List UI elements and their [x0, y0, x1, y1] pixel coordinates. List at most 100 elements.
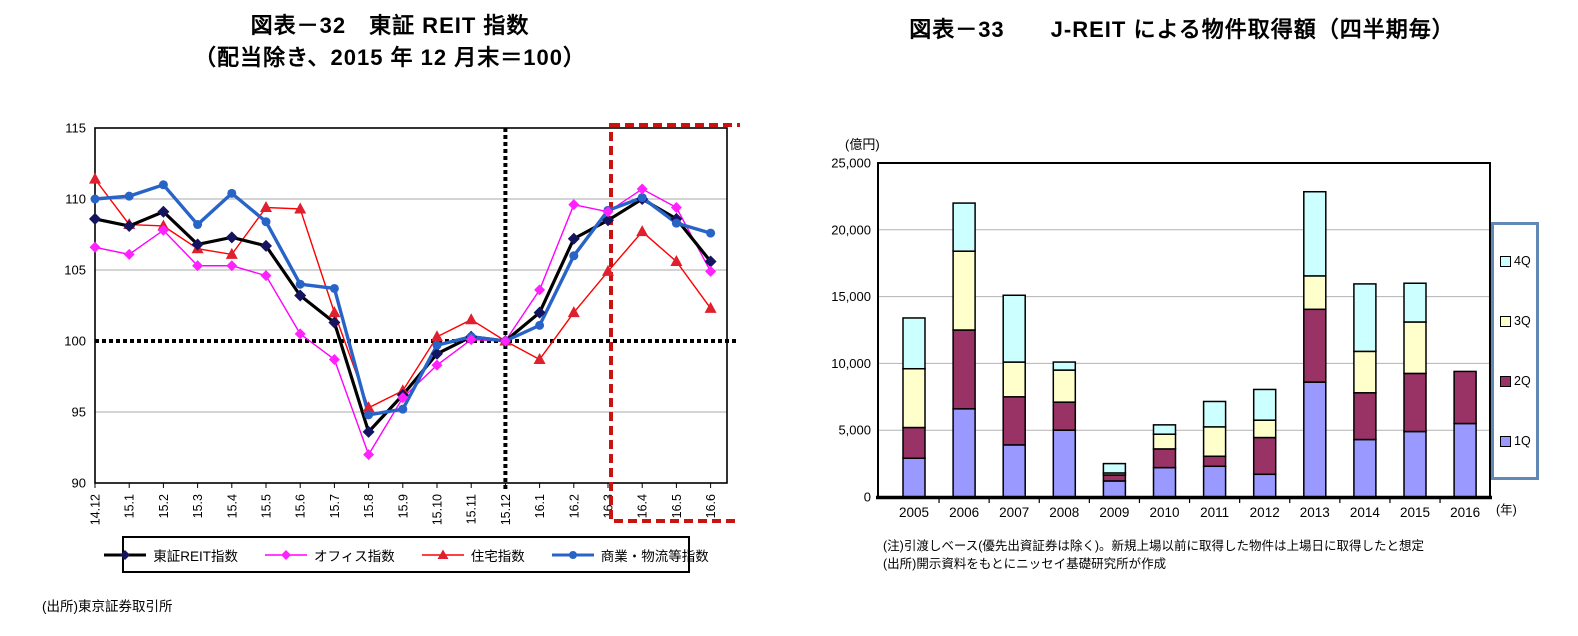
marker-office [636, 183, 648, 195]
marker-residential [602, 264, 614, 276]
legend-glyph-residential [421, 549, 464, 559]
bar-segment-q4-2006 [952, 202, 976, 252]
bar-segment-q4-2008 [1052, 361, 1077, 371]
marker-residential [465, 313, 478, 325]
bar-segment-q2-2014 [1353, 392, 1377, 441]
x-tick-label: 16.5 [670, 494, 684, 518]
figure-33-title: 図表－33 J-REIT による物件取得額（四半期毎） [909, 17, 1455, 42]
x-tick-label-year: 2005 [899, 505, 929, 520]
bar-segment-q2-2011 [1202, 455, 1227, 468]
legend-glyph-commerce-logistics [551, 550, 594, 559]
marker-tse-reit [602, 214, 614, 227]
legend-swatch-q4 [1500, 255, 1511, 267]
bar-segment-q1-2007 [1002, 444, 1026, 498]
marker-residential [362, 401, 375, 413]
x-tick-label-year: 2013 [1300, 505, 1330, 520]
y-tick-label: 115 [65, 121, 86, 136]
bar-segment-q3-2014 [1353, 350, 1377, 394]
tse-reit-index-line-chart: 90 95 100 105 110 115 14.12 15.1 15.2 15.3 15.4 15.… [64, 121, 740, 525]
x-tick-label: 15.3 [191, 494, 205, 518]
bar-segment-q2-2007 [1002, 396, 1026, 446]
marker-office [397, 392, 409, 404]
figure-32-title-line1: 図表－32 東証 REIT 指数 [250, 13, 530, 38]
marker-commerce-logistics [261, 217, 271, 227]
x-tick-label: 16.6 [704, 494, 718, 518]
legend-marker [281, 549, 292, 560]
bar-segment-q2-2015 [1403, 372, 1427, 433]
legend-marker [437, 549, 449, 559]
bar-segment-q1-2014 [1353, 438, 1377, 498]
x-tick-label: 15.11 [465, 494, 479, 524]
marker-office [89, 241, 101, 253]
marker-commerce-logistics [706, 228, 716, 238]
bar-segment-q4-2010 [1152, 424, 1177, 435]
bar-segment-q2-2016 [1453, 370, 1477, 425]
legend-label: 3Q [1514, 314, 1531, 328]
marker-office [157, 224, 169, 236]
x-tick-label-year: 2015 [1400, 505, 1430, 520]
marker-commerce-logistics [432, 340, 442, 350]
legend-item-office: オフィス指数 [264, 545, 395, 565]
figure-33-legend: 4Q 3Q 2Q 1Q [1491, 222, 1539, 480]
x-tick-label-year: 2014 [1350, 505, 1381, 520]
x-tick-label-year: 2009 [1099, 505, 1129, 520]
marker-residential [89, 172, 101, 184]
x-tick-label-year: 2006 [949, 505, 979, 520]
bar-segment-q1-2005 [902, 457, 926, 498]
marker-residential [431, 330, 443, 342]
legend-label: オフィス指数 [314, 548, 395, 564]
bar-segment-q2-2006 [952, 329, 976, 410]
x-tick-label: 16.3 [602, 494, 616, 518]
x-tick-label-year: 2008 [1049, 505, 1079, 520]
y-tick-label: 20,000 [831, 222, 871, 237]
marker-commerce-logistics [90, 194, 100, 204]
marker-office [534, 284, 546, 296]
bar-segment-q4-2011 [1202, 400, 1227, 428]
marker-office [260, 270, 272, 282]
bar-segment-q3-2005 [902, 367, 926, 429]
bar-segment-q4-2012 [1252, 388, 1277, 421]
bar-segment-q4-2014 [1353, 283, 1377, 353]
x-tick-label-year: 2011 [1200, 505, 1229, 520]
marker-commerce-logistics [637, 193, 647, 203]
marker-residential [533, 352, 546, 364]
figure-33-note-line1: (注)引渡しベース(優先出資証券は除く)。新規上場以前に取得した物件は上場日に取… [883, 539, 1425, 553]
highlight-dashed-box [609, 123, 740, 523]
legend-item-q4: 4Q [1500, 254, 1536, 268]
bar-segment-q2-2013 [1303, 308, 1327, 383]
bar-segment-q4-2005 [902, 317, 926, 370]
x-tick-label-year: 2012 [1250, 505, 1280, 520]
legend-item-residential: 住宅指数 [421, 545, 525, 565]
y-tick-label: 110 [65, 192, 86, 207]
bar-segment-q3-2010 [1152, 433, 1177, 450]
bar-segment-q4-2007 [1002, 294, 1026, 363]
legend-swatch-q1 [1500, 435, 1511, 447]
figure-32-legend: 東証REIT指数 オフィス指数 住宅指数 商業・物流等指数 [104, 536, 709, 573]
marker-office [431, 359, 443, 371]
bar-segment-q3-2007 [1002, 361, 1026, 398]
marker-residential [636, 225, 649, 237]
marker-residential [670, 254, 683, 266]
x-tick-label: 15.12 [499, 494, 513, 525]
marker-residential [294, 202, 307, 214]
legend-label: 1Q [1514, 434, 1531, 448]
legend-label: 商業・物流等指数 [600, 548, 709, 564]
y-tick-label: 25,000 [831, 156, 871, 171]
bar-segment-q2-2008 [1052, 401, 1077, 431]
marker-residential [328, 306, 341, 318]
marker-commerce-logistics [671, 218, 681, 228]
marker-tse-reit [191, 238, 204, 251]
bar-segment-q4-2009 [1102, 462, 1127, 474]
legend-label: 2Q [1514, 374, 1531, 388]
marker-tse-reit [567, 232, 580, 245]
x-tick-label: 16.1 [533, 494, 547, 518]
x-tick-label: 15.8 [362, 494, 376, 518]
marker-commerce-logistics [364, 410, 374, 420]
bar-segment-q3-2012 [1252, 419, 1277, 439]
bar-segment-q1-2011 [1202, 465, 1227, 498]
marker-office [670, 202, 682, 214]
bar-segment-q1-2010 [1152, 466, 1177, 498]
legend-marker [568, 550, 577, 559]
x-tick-label: 16.4 [636, 494, 650, 518]
